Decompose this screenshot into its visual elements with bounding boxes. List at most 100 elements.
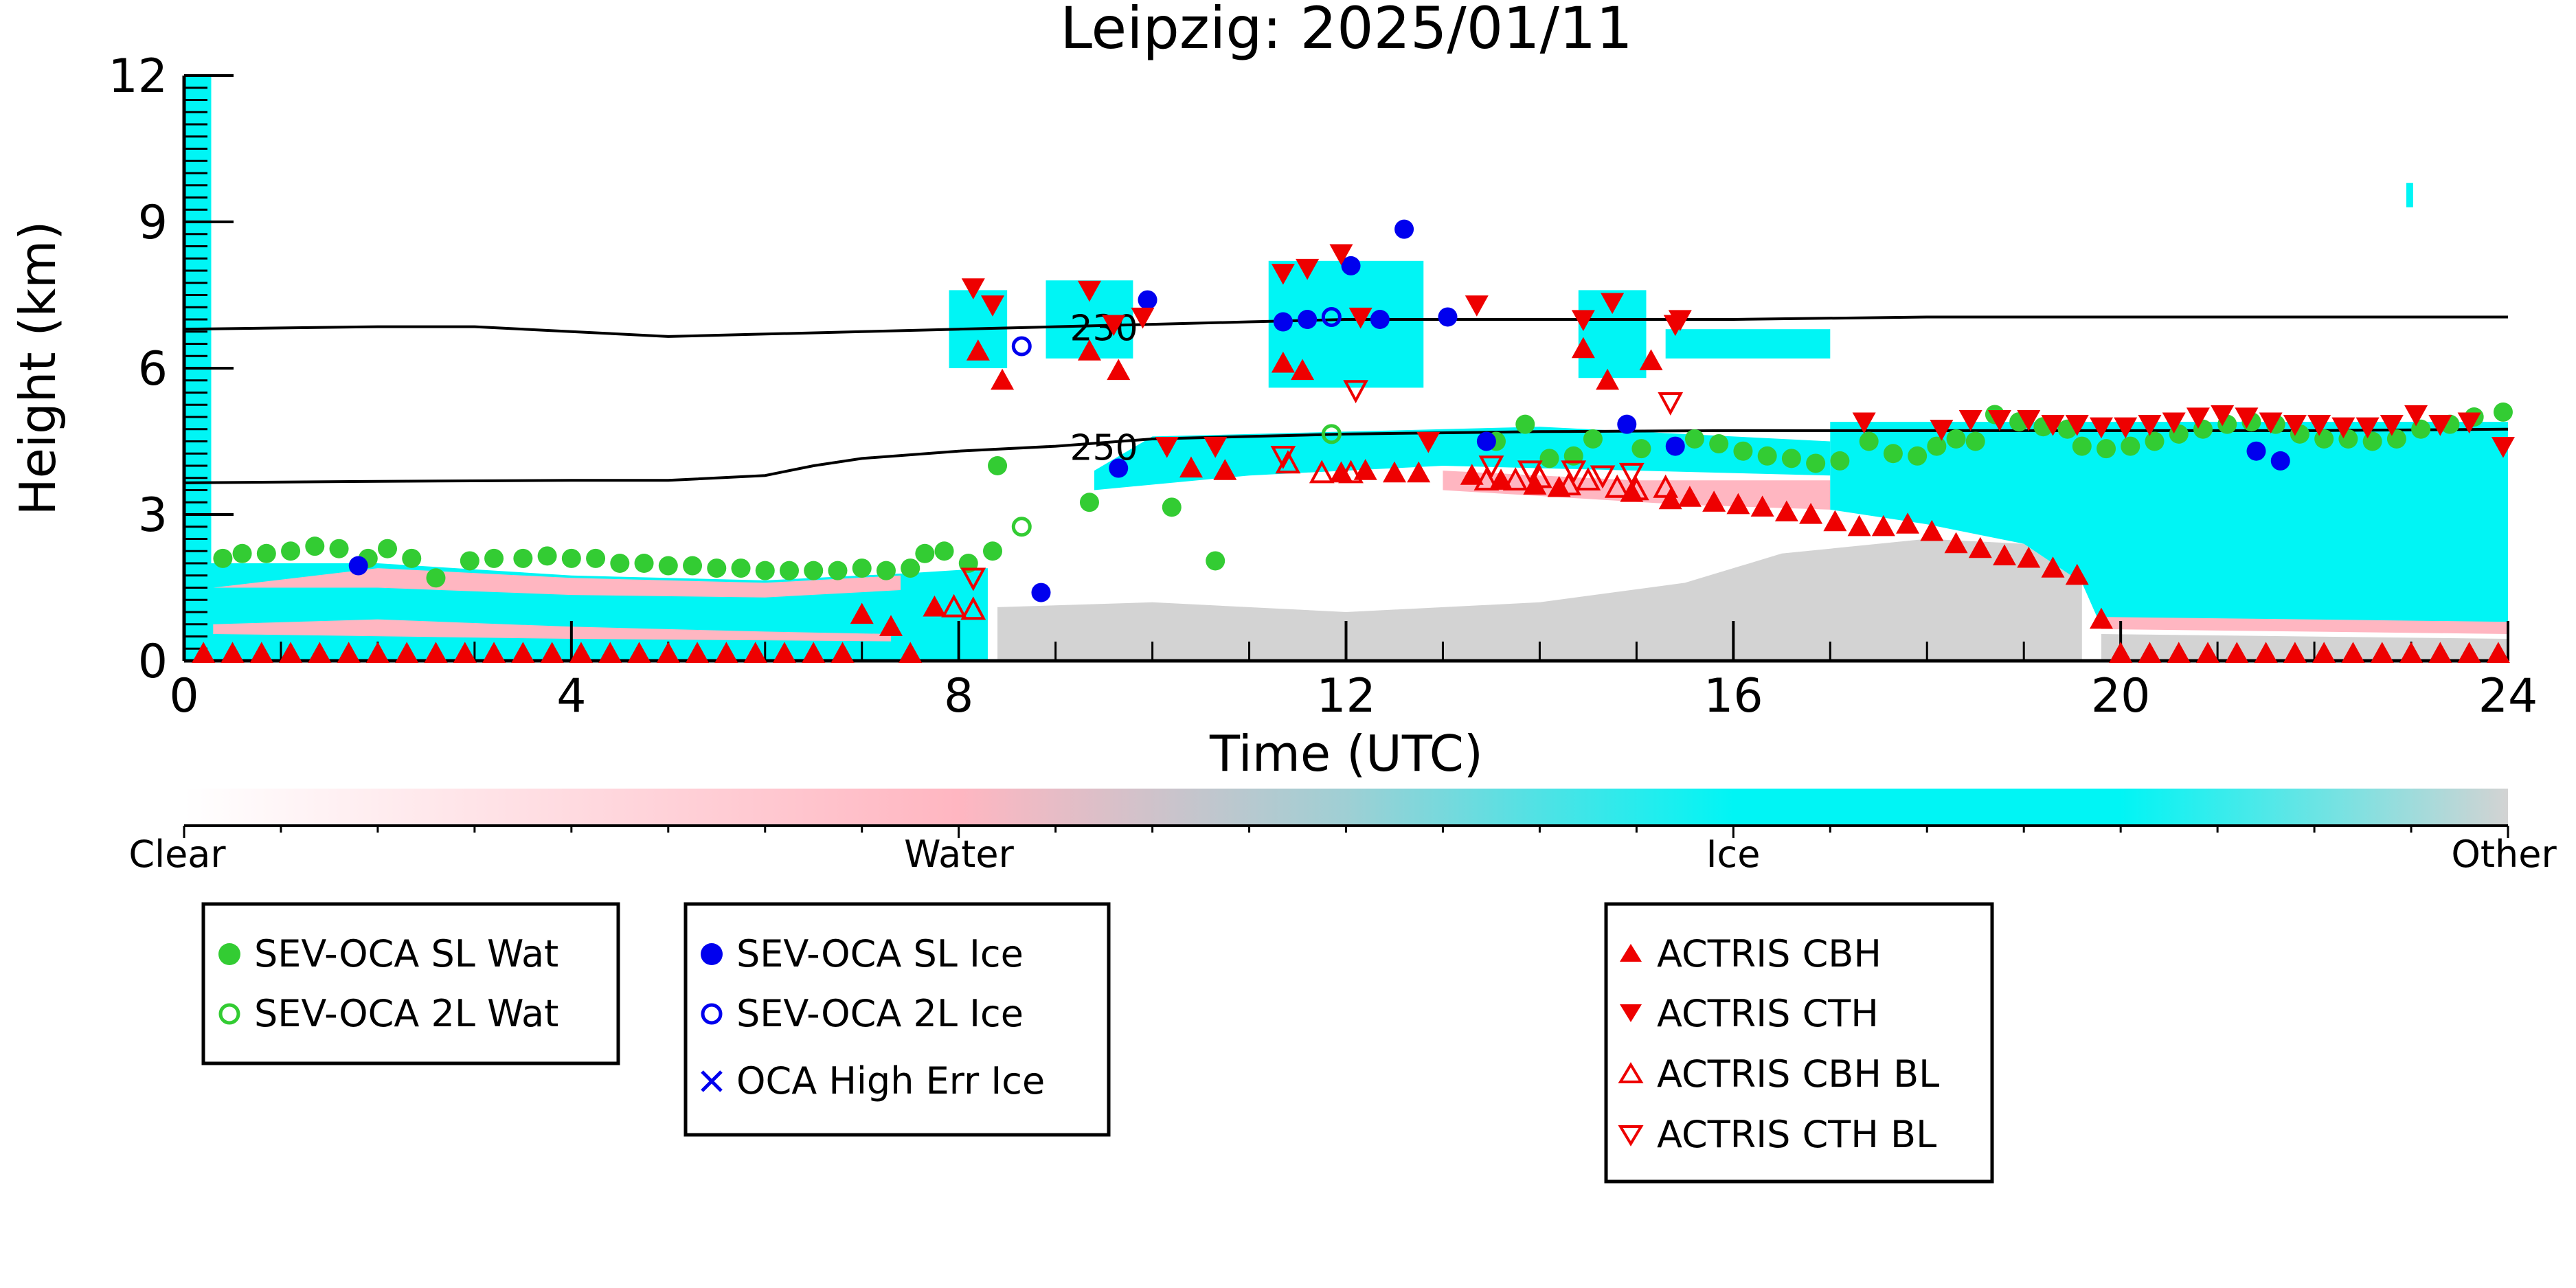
legend-marker-cth-bl	[1618, 1125, 1644, 1146]
legend-label-sl-wat: SEV-OCA SL Wat	[254, 932, 558, 975]
data-point	[2121, 436, 2140, 456]
data-point	[1733, 441, 1753, 461]
data-point	[656, 642, 680, 663]
data-point	[1920, 519, 1944, 541]
data-point	[983, 541, 1003, 561]
series-sev-oca-2l-ice	[1011, 306, 1342, 357]
data-point	[249, 642, 273, 663]
data-point	[1275, 450, 1301, 474]
legend-actris-frame	[1604, 902, 1994, 1184]
background-water-layer-2	[213, 619, 891, 642]
x-tick-label: 4	[556, 669, 586, 723]
data-point	[2065, 415, 2089, 436]
data-point	[2235, 407, 2259, 429]
colorbar-label-water: Water	[904, 833, 1014, 876]
data-point	[2017, 409, 2041, 431]
data-point	[1206, 551, 1225, 571]
legend-marker-cth	[1620, 1004, 1642, 1022]
data-point	[879, 615, 903, 636]
data-point	[1179, 456, 1203, 478]
data-point	[1502, 467, 1528, 491]
x-axis-label: Time (UTC)	[1209, 725, 1483, 782]
data-point	[1556, 472, 1582, 496]
data-point	[1270, 446, 1296, 470]
data-point	[899, 642, 923, 663]
data-point	[934, 541, 954, 561]
data-point	[1321, 424, 1342, 444]
data-point	[2331, 417, 2355, 439]
data-point	[569, 642, 593, 663]
data-point	[1407, 461, 1431, 483]
data-point	[511, 642, 535, 663]
data-point	[192, 642, 216, 663]
data-point	[1204, 437, 1228, 458]
data-point	[779, 561, 799, 580]
data-point	[1944, 532, 1968, 554]
data-point	[1596, 368, 1620, 390]
x-tick-label: 20	[2091, 669, 2151, 723]
legend-marker-2l-ice	[701, 1003, 723, 1025]
contour-line-230	[184, 315, 2508, 338]
data-point	[1871, 515, 1895, 536]
data-point	[1102, 315, 1126, 337]
data-point	[540, 642, 564, 663]
series-actris-cth-bl	[960, 380, 1684, 591]
data-point	[2428, 415, 2452, 436]
data-point	[1653, 474, 1679, 498]
background-ice-cloud-e	[1665, 329, 1831, 359]
data-point	[1271, 351, 1295, 373]
legend-marker-cbh-bl	[1618, 1062, 1644, 1083]
data-point	[1709, 434, 1729, 454]
data-point	[743, 642, 767, 663]
data-point	[1309, 460, 1335, 484]
data-point	[1523, 473, 1547, 495]
data-point	[1343, 380, 1368, 404]
data-point	[1416, 431, 1440, 453]
data-point	[1946, 429, 1966, 449]
data-point	[1726, 493, 1750, 515]
data-point	[1321, 306, 1342, 327]
data-point	[2491, 437, 2515, 458]
series-sev-oca-2l-wat	[1011, 424, 1342, 537]
data-point	[1930, 420, 1954, 441]
data-point	[1883, 444, 1903, 464]
data-point	[1273, 312, 1293, 332]
background-ice-cloud-c	[1268, 260, 1424, 388]
legend-label-sl-ice: SEV-OCA SL Ice	[736, 932, 1024, 975]
legend-ice: SEV-OCA SL Ice SEV-OCA 2L Ice OCA High E…	[683, 902, 1111, 1137]
data-point	[1852, 412, 1876, 434]
background-other-region	[997, 539, 2082, 661]
data-point	[221, 642, 245, 663]
data-point	[941, 594, 967, 618]
data-point	[1547, 475, 1571, 497]
data-point	[1750, 495, 1774, 517]
data-point	[2089, 607, 2113, 629]
data-point	[2283, 415, 2307, 436]
data-point	[1677, 486, 1702, 507]
x-tick-label: 12	[1316, 669, 1376, 723]
data-point	[1847, 515, 1871, 536]
data-point	[1341, 256, 1361, 275]
data-point	[1011, 336, 1032, 357]
data-point	[1927, 436, 1947, 456]
legend-actris: ACTRIS CBH ACTRIS CTH ACTRIS CBH BL ACTR…	[1604, 902, 1994, 1184]
data-point	[828, 561, 848, 580]
classification-background	[184, 76, 2508, 661]
data-point	[1271, 263, 1295, 285]
data-point	[2254, 642, 2278, 663]
background-water-layer-1	[213, 568, 901, 598]
chart-title: Leipzig: 2025/01/11	[1060, 0, 1633, 62]
data-point	[484, 548, 504, 568]
data-point	[1806, 453, 1826, 473]
data-point	[1590, 465, 1616, 489]
data-point	[1571, 337, 1595, 359]
background-water-low-layer	[2101, 617, 2508, 634]
data-point	[831, 642, 855, 663]
data-point	[915, 543, 935, 563]
data-point	[2167, 642, 2191, 663]
data-point	[232, 543, 252, 563]
x-tick-label: 8	[944, 669, 973, 723]
data-point	[2341, 642, 2365, 663]
data-point	[850, 602, 874, 624]
